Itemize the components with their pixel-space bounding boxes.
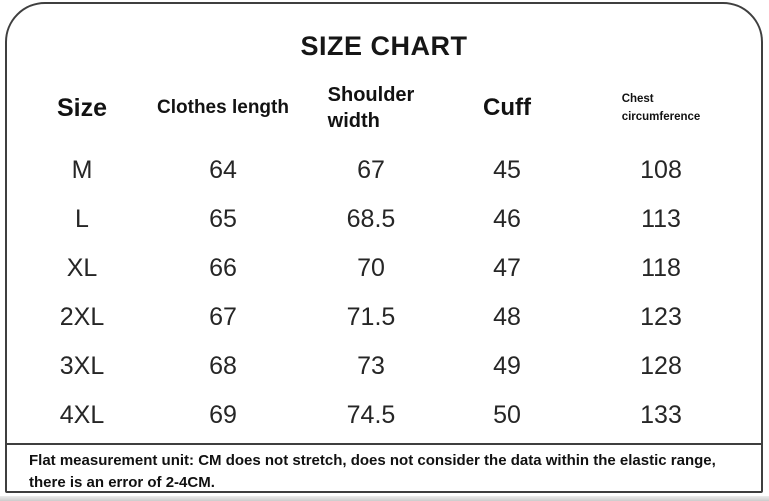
table-row: 3XL 68 73 49 128 bbox=[7, 342, 761, 391]
size-cell: 4XL bbox=[59, 401, 105, 429]
page-title: SIZE CHART bbox=[300, 31, 468, 61]
table-row: M 64 67 45 108 bbox=[7, 146, 761, 195]
table-header-row: Size Clothes length Shoulder width Cuff … bbox=[7, 78, 761, 138]
size-chart-panel: SIZE CHART Size Clothes length Shoulder … bbox=[5, 2, 763, 493]
size-cell: L bbox=[75, 205, 89, 233]
shoulder-width-cell: 68.5 bbox=[346, 205, 396, 233]
measurement-note-line1: Flat measurement unit: CM does not stret… bbox=[29, 452, 716, 469]
size-cell: XL bbox=[66, 254, 98, 282]
table-body: M 64 67 45 108 L 65 68.5 46 113 XL 66 70… bbox=[7, 146, 761, 440]
clothes-length-cell: 64 bbox=[209, 156, 237, 184]
column-header-shoulder-width: Shoulder width bbox=[327, 84, 415, 132]
chest-circumference-cell: 118 bbox=[641, 254, 681, 282]
cuff-cell: 47 bbox=[493, 254, 521, 282]
size-cell: 2XL bbox=[59, 303, 105, 331]
shoulder-width-cell: 67 bbox=[357, 156, 385, 184]
column-header-clothes-length: Clothes length bbox=[157, 97, 289, 118]
chest-circumference-cell: 108 bbox=[640, 156, 682, 184]
shoulder-width-cell: 74.5 bbox=[346, 401, 396, 429]
chest-circumference-cell: 113 bbox=[641, 205, 681, 233]
cuff-cell: 45 bbox=[493, 156, 521, 184]
clothes-length-cell: 69 bbox=[209, 401, 237, 429]
clothes-length-cell: 67 bbox=[209, 303, 237, 331]
table-row: XL 66 70 47 118 bbox=[7, 244, 761, 293]
chest-circumference-cell: 133 bbox=[640, 401, 682, 429]
clothes-length-cell: 66 bbox=[209, 254, 237, 282]
size-cell: 3XL bbox=[59, 352, 105, 380]
bottom-edge-strip bbox=[0, 496, 769, 501]
chest-circumference-cell: 128 bbox=[640, 352, 682, 380]
cuff-cell: 48 bbox=[493, 303, 521, 331]
size-cell: M bbox=[71, 156, 93, 184]
column-header-chest-circumference: Chest circumference bbox=[621, 93, 701, 123]
shoulder-width-cell: 71.5 bbox=[346, 303, 396, 331]
table-row: 4XL 69 74.5 50 133 bbox=[7, 391, 761, 440]
shoulder-width-cell: 70 bbox=[357, 254, 385, 282]
column-header-size: Size bbox=[56, 93, 108, 122]
shoulder-width-cell: 73 bbox=[357, 352, 385, 380]
cuff-cell: 50 bbox=[493, 401, 521, 429]
column-header-cuff: Cuff bbox=[483, 94, 531, 121]
cuff-cell: 46 bbox=[493, 205, 521, 233]
clothes-length-cell: 65 bbox=[209, 205, 237, 233]
measurement-note-line2: there is an error of 2-4CM. bbox=[29, 473, 215, 491]
table-row: 2XL 67 71.5 48 123 bbox=[7, 293, 761, 342]
clothes-length-cell: 68 bbox=[209, 352, 237, 380]
table-row: L 65 68.5 46 113 bbox=[7, 195, 761, 244]
measurement-note: Flat measurement unit: CM does not stret… bbox=[7, 443, 761, 491]
cuff-cell: 49 bbox=[493, 352, 521, 380]
chest-circumference-cell: 123 bbox=[640, 303, 682, 331]
